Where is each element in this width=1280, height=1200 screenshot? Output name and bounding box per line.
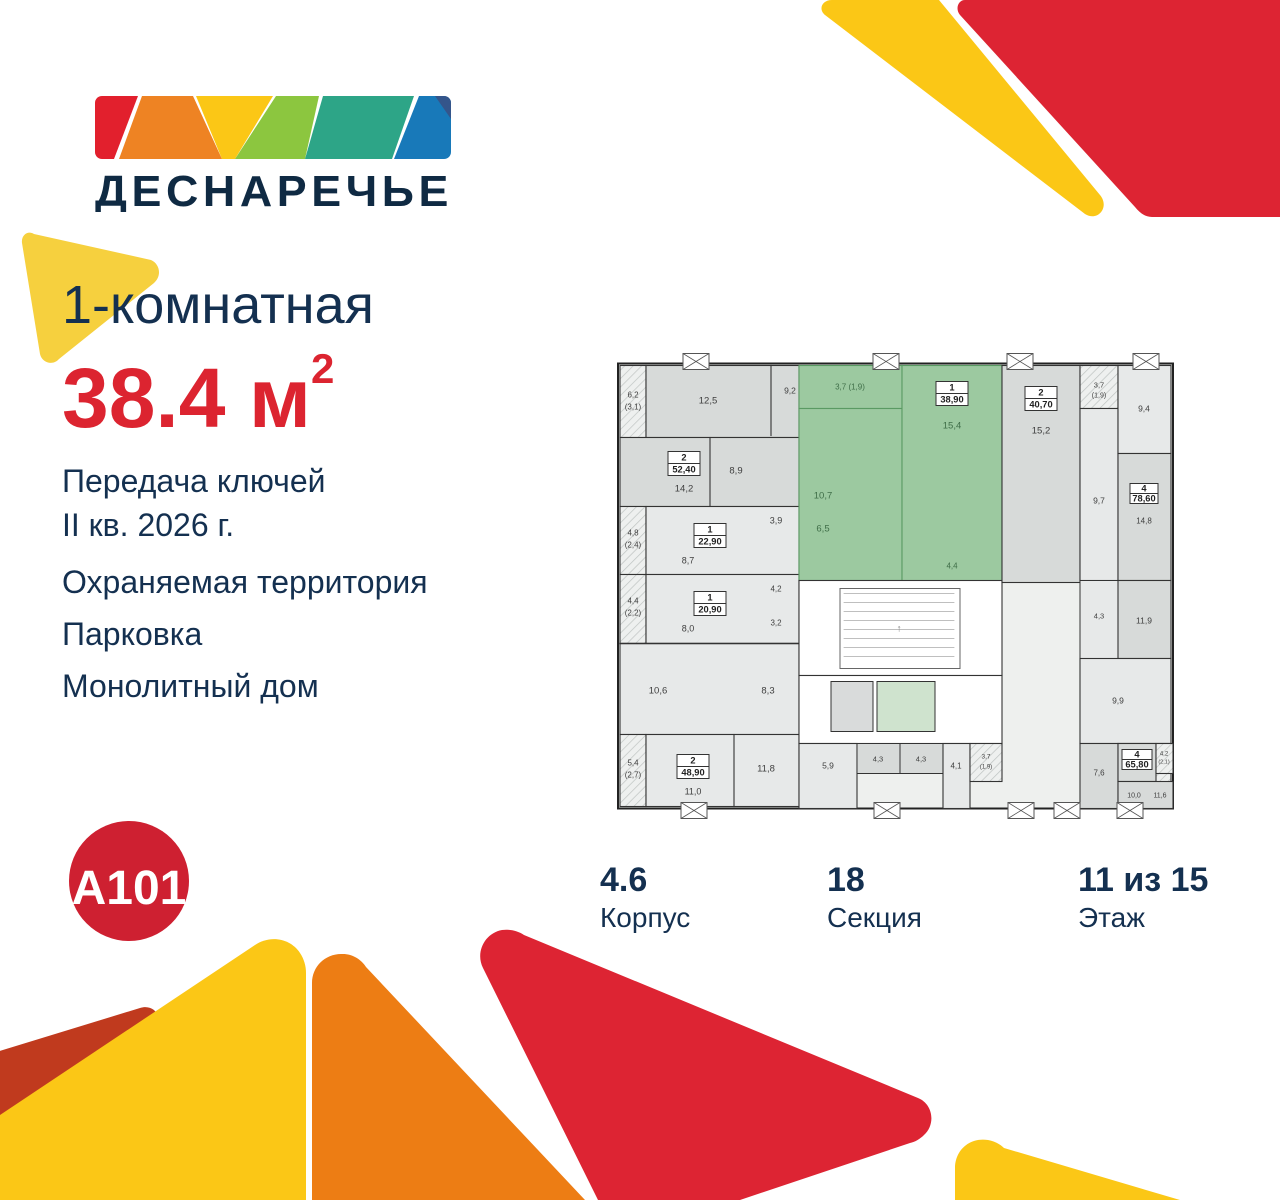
svg-text:4,4: 4,4 (627, 597, 639, 606)
svg-text:10,7: 10,7 (814, 491, 833, 502)
svg-text:(2,2): (2,2) (625, 609, 642, 618)
svg-text:10,6: 10,6 (649, 686, 668, 697)
svg-text:9,9: 9,9 (1112, 696, 1124, 706)
svg-text:2: 2 (690, 756, 695, 766)
svg-text:3,9: 3,9 (770, 516, 783, 526)
svg-text:5,4: 5,4 (627, 759, 639, 768)
svg-text:9,7: 9,7 (1093, 496, 1105, 506)
svg-text:4,3: 4,3 (873, 755, 883, 764)
svg-text:4,8: 4,8 (627, 529, 639, 538)
svg-text:5,9: 5,9 (822, 761, 834, 771)
svg-text:11,8: 11,8 (757, 764, 775, 775)
svg-text:6,2: 6,2 (627, 391, 639, 400)
svg-text:(2,7): (2,7) (625, 771, 642, 780)
svg-text:(2,4): (2,4) (625, 541, 642, 550)
svg-text:14,2: 14,2 (675, 484, 694, 495)
svg-text:↑: ↑ (897, 624, 902, 635)
svg-text:38,90: 38,90 (940, 395, 963, 405)
svg-text:1: 1 (707, 525, 712, 535)
svg-text:22,90: 22,90 (698, 537, 721, 547)
svg-text:40,70: 40,70 (1029, 400, 1052, 410)
svg-text:4,4: 4,4 (946, 562, 958, 571)
svg-text:A101: A101 (72, 862, 187, 915)
svg-text:10,0: 10,0 (1127, 793, 1141, 800)
svg-text:1: 1 (707, 593, 712, 603)
svg-text:3,7: 3,7 (981, 754, 990, 761)
svg-text:11,0: 11,0 (685, 787, 702, 797)
svg-text:9,4: 9,4 (1138, 404, 1150, 414)
svg-text:78,60: 78,60 (1132, 494, 1155, 504)
svg-text:4: 4 (1134, 750, 1140, 760)
svg-text:(3,1): (3,1) (625, 403, 642, 412)
svg-text:(1,9): (1,9) (1092, 393, 1106, 400)
svg-text:2: 2 (1038, 388, 1043, 398)
svg-text:52,40: 52,40 (672, 465, 695, 475)
svg-text:(1,9): (1,9) (980, 765, 992, 771)
svg-text:9,2: 9,2 (784, 386, 796, 396)
svg-text:4: 4 (1141, 484, 1147, 494)
svg-text:7,6: 7,6 (1093, 769, 1105, 778)
svg-text:8,7: 8,7 (682, 556, 695, 566)
svg-text:3,7 (1,9): 3,7 (1,9) (835, 383, 865, 392)
svg-text:(2,1): (2,1) (1158, 760, 1169, 766)
svg-text:3,7: 3,7 (1094, 381, 1104, 390)
svg-text:2: 2 (681, 453, 686, 463)
svg-text:4,1: 4,1 (950, 762, 962, 771)
svg-text:65,80: 65,80 (1125, 760, 1148, 770)
svg-text:8,0: 8,0 (682, 624, 695, 634)
svg-text:6,5: 6,5 (816, 524, 829, 535)
svg-text:8,3: 8,3 (761, 686, 774, 697)
svg-text:48,90: 48,90 (681, 768, 704, 778)
svg-text:ДЕСНАРЕЧЬЕ: ДЕСНАРЕЧЬЕ (95, 167, 453, 212)
svg-text:1: 1 (949, 383, 954, 393)
svg-text:14,8: 14,8 (1136, 517, 1152, 526)
svg-text:11,9: 11,9 (1136, 616, 1152, 626)
svg-text:11,6: 11,6 (1153, 793, 1166, 800)
svg-text:12,5: 12,5 (699, 396, 718, 407)
svg-text:15,2: 15,2 (1032, 426, 1051, 437)
svg-text:4,2: 4,2 (1160, 752, 1169, 758)
svg-text:4,2: 4,2 (770, 585, 782, 594)
svg-text:3,2: 3,2 (770, 619, 782, 628)
svg-text:4,3: 4,3 (916, 755, 926, 764)
svg-text:15,4: 15,4 (943, 421, 962, 432)
svg-text:8,9: 8,9 (729, 466, 742, 477)
svg-text:20,90: 20,90 (698, 605, 721, 615)
svg-text:4,3: 4,3 (1094, 612, 1104, 621)
